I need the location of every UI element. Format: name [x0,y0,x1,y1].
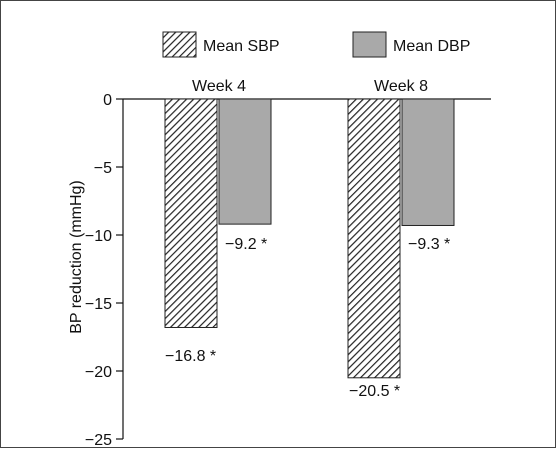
category-labels: Week 4 Week 8 [192,78,428,95]
y-tick-label: −10 [85,228,112,245]
legend-label-dbp: Mean DBP [393,38,470,55]
data-label-dbp-week-4: −9.2 * [225,236,267,253]
data-label-sbp-week-4: −16.8 * [165,348,216,365]
category-label-week-8: Week 8 [374,78,428,95]
legend-swatch-sbp [162,31,197,58]
legend: Mean SBP Mean DBP [162,31,470,58]
y-tick-label: −25 [85,432,112,449]
legend-swatch-dbp [352,31,387,58]
bar-sbp-week-4 [164,98,218,328]
y-axis-title: BP reduction (mmHg) [68,180,85,334]
y-tick-label: −5 [94,160,112,177]
bar-dbp-week-4 [218,98,272,225]
category-label-week-4: Week 4 [192,78,246,95]
y-tick-label: −20 [85,364,112,381]
y-tick-label: −15 [85,296,112,313]
data-label-sbp-week-8: −20.5 * [349,383,400,400]
legend-label-sbp: Mean SBP [203,38,279,55]
bars [164,98,455,379]
bar-sbp-week-8 [347,98,401,379]
data-label-dbp-week-8: −9.3 * [408,236,450,253]
bar-dbp-week-8 [401,98,455,226]
y-tick-label: 0 [103,92,112,109]
data-labels: −16.8 * −9.2 * −20.5 * −9.3 * [165,236,450,400]
